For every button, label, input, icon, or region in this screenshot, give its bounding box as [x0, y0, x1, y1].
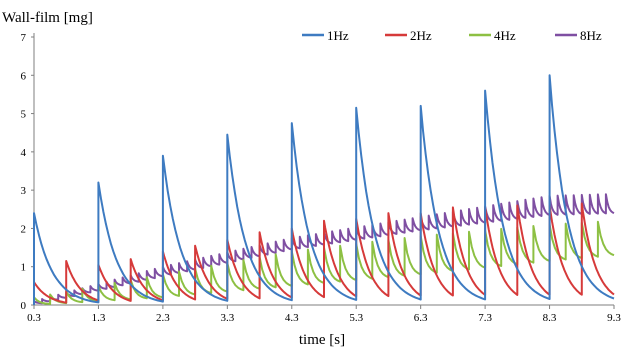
series-lines [33, 74, 615, 305]
series-line-2hz [33, 202, 615, 305]
y-tick-label: 4 [21, 147, 27, 159]
x-tick-label: 1.3 [92, 312, 106, 324]
y-tick-label: 6 [21, 70, 27, 82]
x-tick-label: 2.3 [156, 312, 170, 324]
x-tick-label: 8.3 [543, 312, 557, 324]
y-tick-label: 0 [21, 300, 27, 312]
legend-label-2hz: 2Hz [410, 28, 432, 43]
x-tick-label: 7.3 [478, 312, 492, 324]
y-tick-label: 2 [21, 223, 27, 235]
axes: 0 1 2 3 4 5 6 7 0.3 1.3 2.3 3.3 4.3 5.3 6.3 7.3 8.3 9.3 [21, 32, 622, 324]
y-tick-label: 1 [21, 262, 27, 274]
x-axis-label: time [s] [299, 332, 345, 348]
x-tick-label: 4.3 [285, 312, 299, 324]
legend-label-1hz: 1Hz [327, 28, 349, 43]
x-tick-label: 5.3 [349, 312, 363, 324]
y-tick-label: 5 [21, 109, 27, 121]
y-axis-label: Wall-film [mg] [2, 10, 93, 26]
y-tick-label: 3 [21, 185, 27, 197]
y-tick-label: 7 [21, 32, 27, 44]
legend-label-8hz: 8Hz [580, 28, 602, 43]
series-line-1hz [33, 74, 615, 305]
x-tick-label: 0.3 [27, 312, 41, 324]
x-tick-label: 3.3 [220, 312, 234, 324]
legend: 1Hz 2Hz 4Hz 8Hz [302, 28, 602, 43]
x-tick-label: 9.3 [607, 312, 621, 324]
legend-label-4hz: 4Hz [494, 28, 516, 43]
x-tick-label: 6.3 [414, 312, 428, 324]
